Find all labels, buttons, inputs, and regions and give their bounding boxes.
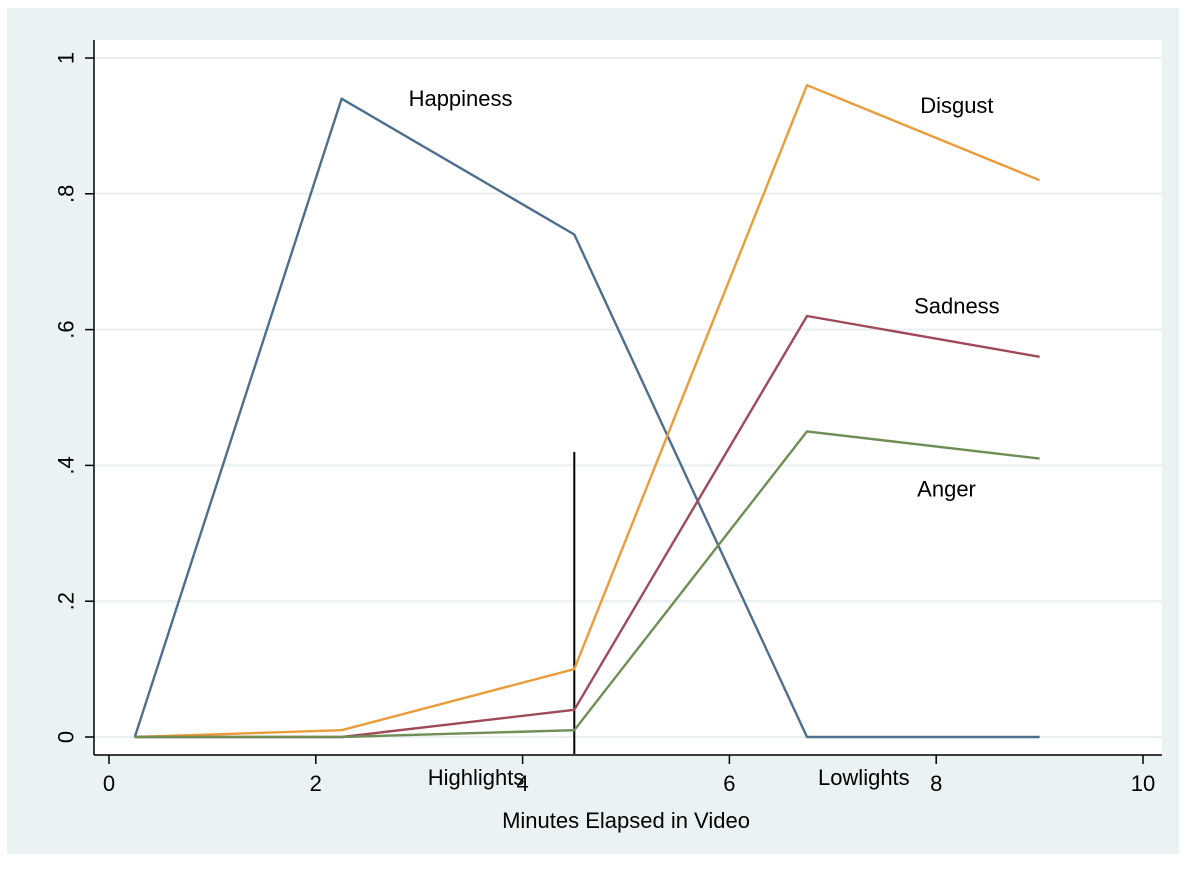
y-tick-label: 1 bbox=[54, 52, 79, 64]
x-tick-label: 4 bbox=[516, 771, 528, 796]
chart-background: 0 2 4 6 8 10 0 .2 .4 .6 .8 1 Happiness Disgust Sadnes… bbox=[7, 8, 1179, 854]
x-tick-label: 0 bbox=[103, 771, 115, 796]
series-label-anger: Anger bbox=[917, 477, 976, 502]
line-chart: 0 2 4 6 8 10 0 .2 .4 .6 .8 1 Happiness Disgust Sadnes… bbox=[54, 40, 1162, 833]
y-tick-label: .6 bbox=[54, 320, 79, 338]
x-axis-label: Minutes Elapsed in Video bbox=[502, 808, 750, 833]
x-tick-label: 2 bbox=[310, 771, 322, 796]
series-line-disgust bbox=[134, 83, 1041, 739]
y-tick-label: .8 bbox=[54, 185, 79, 203]
annotation-lowlights: Lowlights bbox=[818, 765, 910, 790]
x-tick-label: 10 bbox=[1131, 771, 1155, 796]
y-tick-label: 0 bbox=[54, 731, 79, 743]
y-tick-label: .2 bbox=[54, 592, 79, 610]
x-tick-label: 6 bbox=[723, 771, 735, 796]
series-label-disgust: Disgust bbox=[920, 93, 993, 118]
series-label-happiness: Happiness bbox=[409, 86, 513, 111]
plot-area bbox=[94, 40, 1162, 755]
series-line-happiness bbox=[133, 97, 1040, 739]
annotation-highlights: Highlights bbox=[428, 765, 525, 790]
series-label-sadness: Sadness bbox=[914, 293, 1000, 318]
x-tick-label: 8 bbox=[930, 771, 942, 796]
y-tick-label: .4 bbox=[54, 456, 79, 474]
series-line-anger bbox=[134, 430, 1040, 739]
